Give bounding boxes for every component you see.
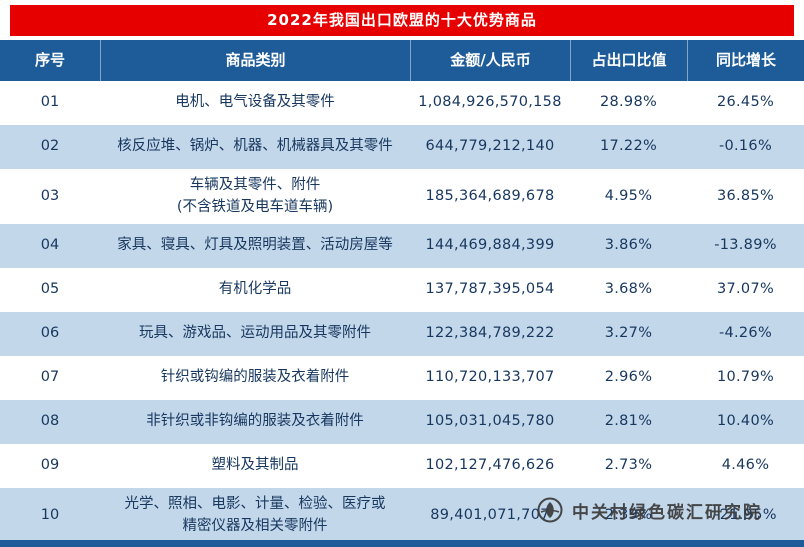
row-share: 2.73% bbox=[604, 457, 653, 474]
row-no: 04 bbox=[40, 237, 60, 254]
row-amount: 122,384,789,222 bbox=[425, 325, 555, 342]
row-amount: 644,779,212,140 bbox=[425, 138, 555, 155]
watermark-text: 中关村绿色碳汇研究院 bbox=[572, 502, 762, 523]
table-row: 09 塑料及其制品 102,127,476,626 2.73% 4.46% bbox=[0, 444, 804, 488]
header-no: 序号 bbox=[34, 50, 65, 69]
watermark-logo-icon bbox=[537, 497, 563, 523]
header-share: 占出口比值 bbox=[570, 40, 687, 81]
row-amount: 185,364,689,678 bbox=[425, 187, 555, 204]
row-share: 2.39% bbox=[604, 506, 653, 523]
row-share: 3.86% bbox=[604, 237, 653, 254]
row-no: 02 bbox=[40, 138, 60, 155]
row-growth: -0.16% bbox=[718, 138, 773, 155]
row-no: 10 bbox=[40, 506, 60, 523]
row-no: 08 bbox=[40, 413, 60, 430]
row-amount: 144,469,884,399 bbox=[425, 237, 555, 254]
table-header-row: 序号 商品类别 金额/人民币 占出口比值 同比增长 bbox=[0, 40, 804, 81]
table-row: 07 针织或钩编的服装及衣着附件 110,720,133,707 2.96% 1… bbox=[0, 356, 804, 400]
row-growth: -13.89% bbox=[714, 237, 777, 254]
table-row: 05 有机化学品 137,787,395,054 3.68% 37.07% bbox=[0, 268, 804, 312]
row-category: 核反应堆、锅炉、机器、机械器具及其零件 bbox=[117, 138, 393, 155]
table-row: 01 电机、电气设备及其零件 1,084,926,570,158 28.98% … bbox=[0, 81, 804, 125]
row-no: 01 bbox=[40, 94, 60, 111]
row-amount: 102,127,476,626 bbox=[425, 457, 555, 474]
row-no: 05 bbox=[40, 281, 60, 298]
row-amount: 137,787,395,054 bbox=[425, 281, 555, 298]
row-no: 07 bbox=[40, 369, 60, 386]
row-share: 4.95% bbox=[604, 187, 653, 204]
table-row: 08 非针织或非钩编的服装及衣着附件 105,031,045,780 2.81%… bbox=[0, 400, 804, 444]
row-amount: 89,401,071,707 bbox=[430, 506, 550, 523]
header-amount: 金额/人民币 bbox=[410, 40, 570, 81]
row-category: 电机、电气设备及其零件 bbox=[175, 94, 335, 111]
row-share: 3.68% bbox=[604, 281, 653, 298]
table-row: 06 玩具、游戏品、运动用品及其零附件 122,384,789,222 3.27… bbox=[0, 312, 804, 356]
row-no: 06 bbox=[40, 325, 60, 342]
row-category: 塑料及其制品 bbox=[211, 457, 299, 474]
row-amount: 105,031,045,780 bbox=[425, 413, 555, 430]
watermark: 中关村绿色碳汇研究院 bbox=[537, 497, 762, 523]
row-category: 玩具、游戏品、运动用品及其零附件 bbox=[139, 325, 371, 342]
row-no: 09 bbox=[40, 457, 60, 474]
row-category: 非针织或非钩编的服装及衣着附件 bbox=[146, 413, 364, 430]
row-category: 有机化学品 bbox=[218, 281, 292, 298]
row-growth: 36.85% bbox=[716, 187, 775, 204]
table-row: 02 核反应堆、锅炉、机器、机械器具及其零件 644,779,212,140 1… bbox=[0, 125, 804, 169]
row-growth: -4.26% bbox=[718, 325, 773, 342]
row-growth: 10.79% bbox=[716, 369, 775, 386]
table-row: 10 光学、照相、电影、计量、检验、医疗或 精密仪器及相关零附件 89,401,… bbox=[0, 488, 804, 543]
bottom-border bbox=[0, 540, 804, 547]
row-share: 2.81% bbox=[604, 413, 653, 430]
row-growth: -21.95% bbox=[714, 506, 777, 523]
table-row: 03 车辆及其零件、附件 (不含铁道及电车道车辆) 185,364,689,67… bbox=[0, 169, 804, 224]
row-growth: 4.46% bbox=[721, 457, 770, 474]
row-share: 17.22% bbox=[599, 138, 658, 155]
header-category: 商品类别 bbox=[100, 40, 410, 81]
row-growth: 26.45% bbox=[716, 94, 775, 111]
row-growth: 37.07% bbox=[716, 281, 775, 298]
row-share: 2.96% bbox=[604, 369, 653, 386]
header-growth: 同比增长 bbox=[687, 40, 804, 81]
row-category: 针织或钩编的服装及衣着附件 bbox=[160, 369, 350, 386]
row-category: 光学、照相、电影、计量、检验、医疗或 精密仪器及相关零附件 bbox=[124, 496, 386, 534]
row-no: 03 bbox=[40, 187, 60, 204]
commodity-table: 序号 商品类别 金额/人民币 占出口比值 同比增长 01 电机、电气设备及其零件… bbox=[0, 40, 804, 543]
page-title: 2022年我国出口欧盟的十大优势商品 bbox=[10, 5, 794, 36]
row-category: 车辆及其零件、附件 (不含铁道及电车道车辆) bbox=[176, 177, 334, 215]
row-share: 3.27% bbox=[604, 325, 653, 342]
row-share: 28.98% bbox=[599, 94, 658, 111]
table-row: 04 家具、寝具、灯具及照明装置、活动房屋等 144,469,884,399 3… bbox=[0, 224, 804, 268]
row-amount: 110,720,133,707 bbox=[425, 369, 555, 386]
row-amount: 1,084,926,570,158 bbox=[418, 94, 562, 111]
row-growth: 10.40% bbox=[716, 413, 775, 430]
row-category: 家具、寝具、灯具及照明装置、活动房屋等 bbox=[117, 237, 393, 254]
